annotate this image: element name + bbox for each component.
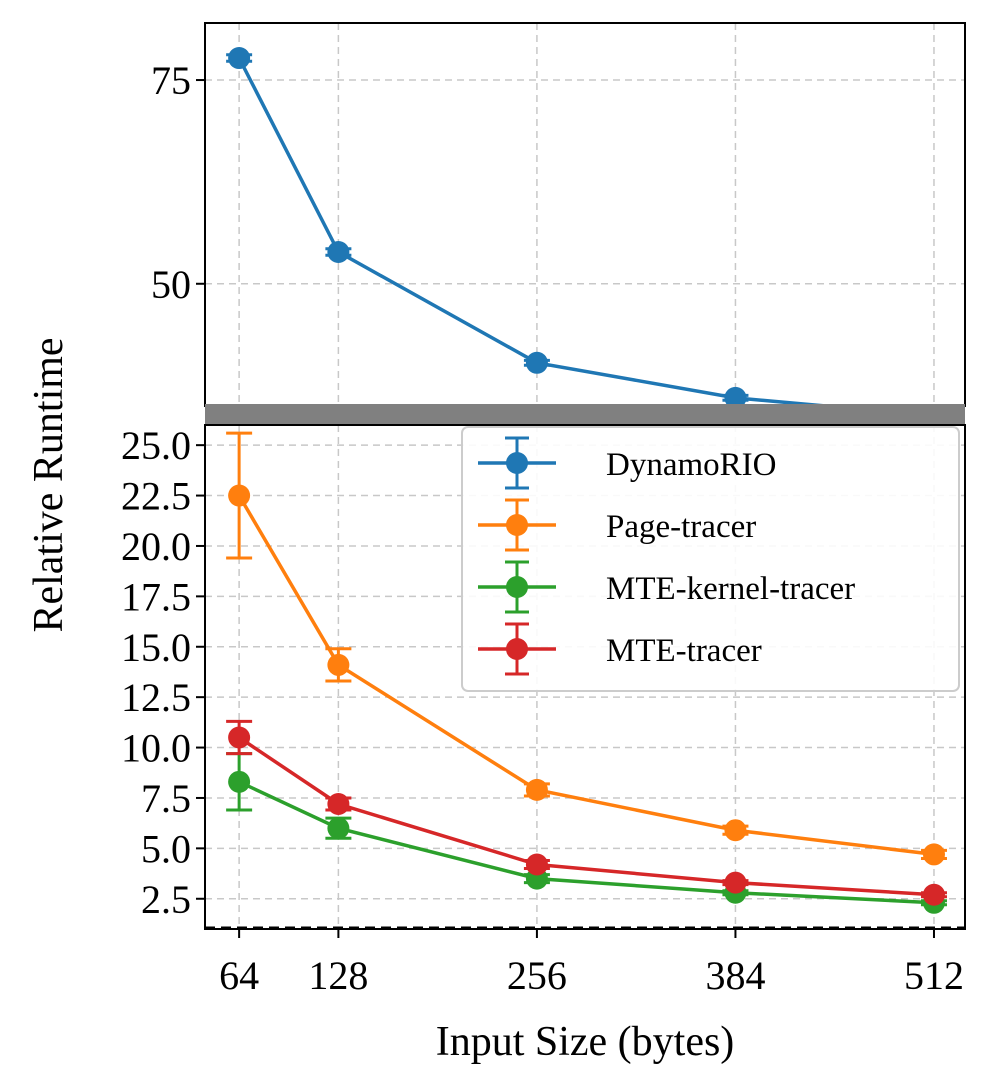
x-tick-label: 64 [219, 953, 259, 998]
bottom-y-tick-label: 12.5 [121, 675, 191, 720]
series-mte-tracer [226, 719, 947, 906]
data-point [724, 871, 747, 894]
x-tick-label: 384 [705, 953, 765, 998]
data-point [724, 386, 747, 409]
legend-label: MTE-tracer [606, 633, 762, 669]
bottom-y-tick-label: 20.0 [121, 524, 191, 569]
data-point [525, 351, 548, 374]
data-point [228, 484, 251, 507]
axis-break-band [205, 404, 965, 424]
x-tick-label: 128 [308, 953, 368, 998]
series-dynamorio [226, 47, 947, 427]
legend-marker [506, 576, 528, 598]
top-y-tick-label: 50 [151, 262, 191, 307]
bottom-y-tick-label: 15.0 [121, 625, 191, 670]
x-ticks: 64 128 256 384 512 [219, 929, 964, 998]
data-point [327, 240, 350, 263]
legend-marker [506, 638, 528, 660]
top-panel-grid [205, 23, 965, 406]
series-line-mte-tracer [238, 736, 935, 897]
legend-item: MTE-kernel-tracer [478, 560, 855, 614]
data-point [922, 883, 945, 906]
data-point [228, 770, 251, 793]
series-page-tracer [226, 431, 947, 866]
legend-marker [506, 514, 528, 536]
bottom-y-tick-label: 7.5 [141, 776, 191, 821]
top-y-ticks: 50 75 [151, 58, 205, 307]
data-point [228, 726, 251, 749]
legend-item: DynamoRIO [478, 436, 776, 490]
bottom-y-tick-label: 17.5 [121, 574, 191, 619]
legend-item: MTE-tracer [478, 622, 762, 676]
y-axis-label: Relative Runtime [26, 337, 72, 632]
data-point [228, 47, 251, 70]
data-point [327, 793, 350, 816]
bottom-y-tick-label: 5.0 [141, 826, 191, 871]
legend-marker [506, 452, 528, 474]
series-layer [226, 47, 947, 914]
legend-label: MTE-kernel-tracer [606, 571, 855, 607]
legend-box [461, 426, 960, 692]
x-tick-label: 256 [507, 953, 567, 998]
bottom-panel-frame [204, 424, 966, 930]
bottom-y-tick-label: 2.5 [141, 877, 191, 922]
data-point [922, 843, 945, 866]
legend: DynamoRIO Page-tracer MTE-kernel-tracer MTE… [461, 426, 960, 692]
data-point [327, 653, 350, 676]
top-y-tick-label: 75 [151, 58, 191, 103]
bottom-y-ticks: 2.5 5.0 7.5 10.0 12.5 15.0 17.5 20.0 22.5 25.0 [121, 423, 205, 922]
data-point [327, 817, 350, 840]
data-point [724, 819, 747, 842]
bottom-y-tick-label: 10.0 [121, 726, 191, 771]
legend-label: DynamoRIO [606, 447, 776, 483]
x-axis-label: Input Size (bytes) [436, 1019, 735, 1065]
legend-item: Page-tracer [478, 498, 756, 552]
data-point [525, 853, 548, 876]
x-tick-label: 512 [904, 953, 964, 998]
legend-label: Page-tracer [606, 509, 756, 545]
series-line-dynamorio [237, 57, 935, 418]
bottom-y-tick-label: 25.0 [121, 423, 191, 468]
data-point [525, 778, 548, 801]
bottom-y-tick-label: 22.5 [121, 474, 191, 519]
